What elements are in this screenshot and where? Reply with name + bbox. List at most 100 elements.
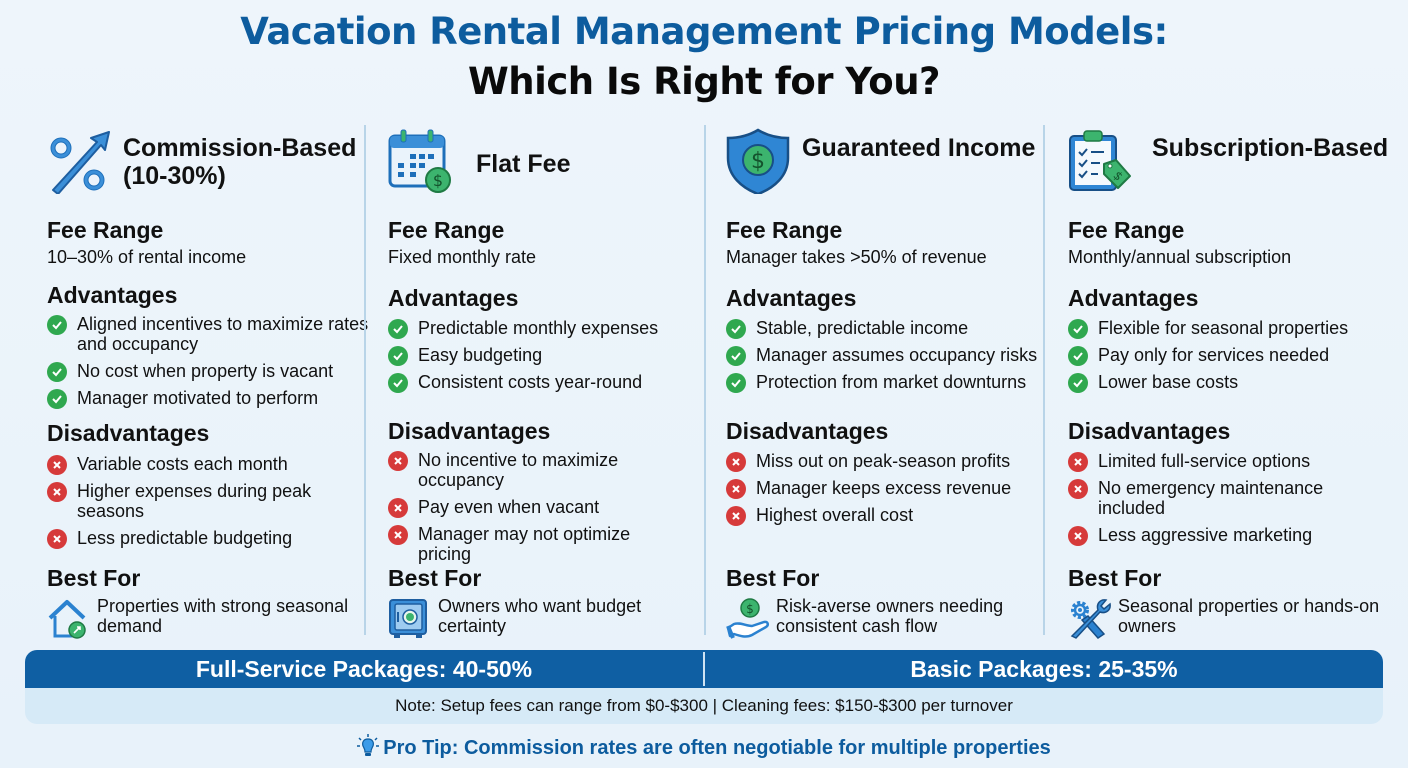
disadvantage-item: Manager keeps excess revenue <box>726 478 1056 499</box>
column-divider <box>704 125 706 635</box>
advantage-item: Easy budgeting <box>388 345 718 366</box>
best-for-heading: Best For <box>47 565 141 591</box>
fee-range-heading: Fee Range <box>47 217 164 243</box>
advantage-item: Manager assumes occupancy risks <box>726 345 1056 366</box>
fee-range-heading: Fee Range <box>1068 217 1185 243</box>
check-icon <box>1068 319 1088 339</box>
disadvantage-item: Highest overall cost <box>726 505 1056 526</box>
check-icon <box>1068 346 1088 366</box>
hand-coin-icon: $ <box>726 598 769 639</box>
fee-range-value: 10–30% of rental income <box>47 247 247 267</box>
calendar-dollar-icon: $ <box>388 129 451 193</box>
disadvantage-item: Variable costs each month <box>47 454 377 475</box>
best-for-heading: Best For <box>388 565 482 591</box>
advantages-heading: Advantages <box>1068 285 1199 311</box>
disadvantage-item: Pay even when vacant <box>388 497 718 518</box>
model-name: Guaranteed Income <box>802 134 1036 162</box>
column-divider <box>1043 125 1045 635</box>
lightbulb-icon <box>357 734 380 756</box>
best-for: Seasonal properties or hands-on owners <box>1068 596 1398 640</box>
svg-text:$: $ <box>433 171 443 190</box>
model-name: Flat Fee <box>476 150 571 178</box>
advantages-list: Aligned incentives to maximize rates and… <box>47 314 377 415</box>
best-for-text: Properties with strong seasonal demand <box>97 596 349 636</box>
shield-dollar-icon: $ <box>726 128 790 194</box>
full-service-packages: Full-Service Packages: 40-50% <box>195 656 533 682</box>
advantages-list: Stable, predictable income Manager assum… <box>726 318 1056 399</box>
page-subtitle: Which Is Right for You? <box>468 60 941 103</box>
basic-packages: Basic Packages: 25-35% <box>910 656 1178 682</box>
disadvantages-list: No incentive to maximize occupancy Pay e… <box>388 450 718 571</box>
pro-tip: Pro Tip: Commission rates are often nego… <box>0 734 1408 760</box>
check-icon <box>47 362 67 382</box>
advantage-item: Pay only for services needed <box>1068 345 1398 366</box>
check-icon <box>47 315 67 335</box>
advantages-heading: Advantages <box>388 285 519 311</box>
disadvantages-heading: Disadvantages <box>388 418 551 444</box>
model-column-guaranteed-income: $ Guaranteed Income Fee Range Manager ta… <box>726 120 1056 639</box>
cross-icon <box>47 455 67 475</box>
advantages-list: Predictable monthly expenses Easy budget… <box>388 318 718 399</box>
fee-range-heading: Fee Range <box>388 217 505 243</box>
best-for-text: Risk-averse owners needing consistent ca… <box>776 596 1004 636</box>
advantage-item: No cost when property is vacant <box>47 361 377 382</box>
advantages-heading: Advantages <box>726 285 857 311</box>
cross-icon <box>726 479 746 499</box>
advantage-item: Protection from market downturns <box>726 372 1056 393</box>
clipboard-tag-icon: $ <box>1069 130 1131 191</box>
disadvantages-list: Variable costs each month Higher expense… <box>47 454 377 555</box>
advantages-list: Flexible for seasonal properties Pay onl… <box>1068 318 1398 399</box>
cross-icon <box>726 452 746 472</box>
package-banner: Full-Service Packages: 40-50% Basic Pack… <box>25 650 1383 724</box>
best-for-text: Owners who want budget certainty <box>438 596 642 636</box>
cross-icon <box>47 482 67 502</box>
disadvantage-item: Limited full-service options <box>1068 451 1398 472</box>
advantage-item: Manager motivated to perform <box>47 388 377 409</box>
model-name: Commission-Based (10-30%) <box>123 134 357 190</box>
pro-tip-text: Pro Tip: Commission rates are often nego… <box>383 737 1051 759</box>
check-icon <box>388 319 408 339</box>
svg-text:$: $ <box>746 602 754 616</box>
model-column-flat-fee: $ Flat Fee Fee Range Fixed monthly rate … <box>388 120 718 638</box>
check-icon <box>726 373 746 393</box>
cross-icon <box>1068 479 1088 499</box>
best-for-text: Seasonal properties or hands-on owners <box>1118 596 1380 636</box>
cross-icon <box>388 498 408 518</box>
disadvantage-item: No emergency maintenance included <box>1068 478 1353 518</box>
disadvantages-list: Miss out on peak-season profits Manager … <box>726 451 1056 532</box>
check-icon <box>1068 373 1088 393</box>
advantages-heading: Advantages <box>47 282 178 308</box>
check-icon <box>388 346 408 366</box>
disadvantage-item: No incentive to maximize occupancy <box>388 450 648 490</box>
check-icon <box>388 373 408 393</box>
check-icon <box>726 319 746 339</box>
model-column-commission: Commission-Based (10-30%) Fee Range 10–3… <box>47 120 377 640</box>
house-growth-icon <box>48 600 86 639</box>
cross-icon <box>1068 452 1088 472</box>
disadvantage-item: Less predictable budgeting <box>47 528 377 549</box>
svg-text:$: $ <box>751 149 765 174</box>
best-for-heading: Best For <box>726 565 820 591</box>
best-for: Properties with strong seasonal demand <box>47 596 377 640</box>
disadvantage-item: Higher expenses during peak seasons <box>47 481 377 521</box>
fees-note: Note: Setup fees can range from $0-$300 … <box>395 696 1013 715</box>
cross-icon <box>1068 526 1088 546</box>
disadvantages-list: Limited full-service options No emergenc… <box>1068 451 1398 552</box>
check-icon <box>47 389 67 409</box>
safe-icon <box>389 599 427 638</box>
disadvantage-item: Manager may not optimize pricing <box>388 524 658 564</box>
best-for: Owners who want budget certainty <box>388 596 718 640</box>
advantage-item: Consistent costs year-round <box>388 372 718 393</box>
advantage-item: Lower base costs <box>1068 372 1398 393</box>
check-icon <box>726 346 746 366</box>
advantage-item: Predictable monthly expenses <box>388 318 718 339</box>
fee-range-value: Manager takes >50% of revenue <box>726 247 987 267</box>
fee-range-heading: Fee Range <box>726 217 843 243</box>
advantage-item: Stable, predictable income <box>726 318 1056 339</box>
gear-wrench-icon <box>1070 599 1111 639</box>
disadvantage-item: Less aggressive marketing <box>1068 525 1398 546</box>
cross-icon <box>388 525 408 545</box>
banner-divider <box>703 652 705 686</box>
disadvantage-item: Miss out on peak-season profits <box>726 451 1056 472</box>
cross-icon <box>388 451 408 471</box>
